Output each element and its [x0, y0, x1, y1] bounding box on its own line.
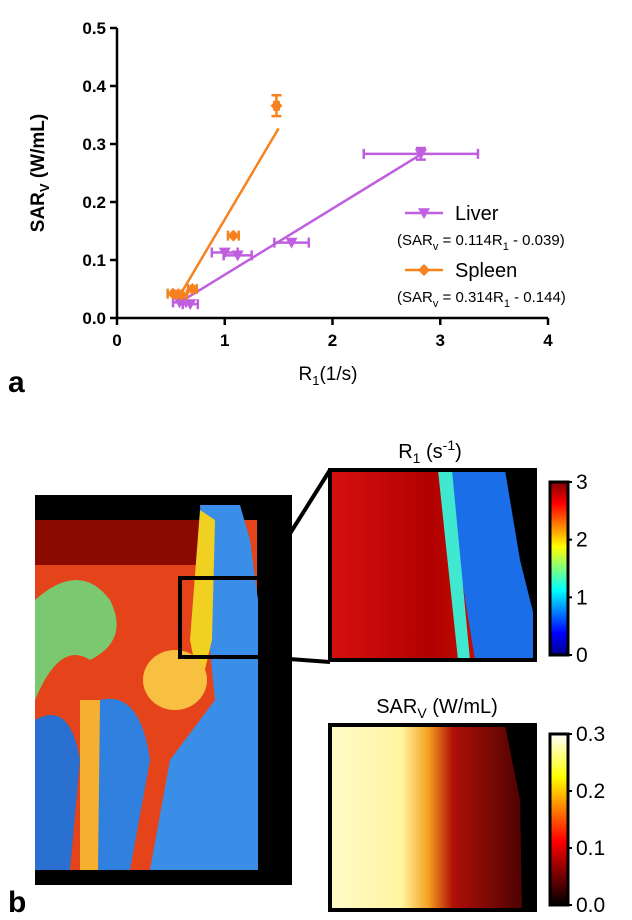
legend-label: Spleen — [455, 260, 517, 282]
label-part: -1 — [443, 437, 456, 453]
label-part: SAR — [28, 192, 49, 232]
label-part: (W/mL) — [427, 696, 498, 718]
legend-equation: (SARv = 0.314R1 - 0.144) — [397, 289, 566, 310]
y-tick-label: 0.3 — [82, 135, 106, 154]
colorbar-tick-label: 1 — [576, 586, 588, 609]
fit-line — [182, 154, 421, 301]
colorbar-tick-label: 0.1 — [576, 837, 605, 860]
label-part: V — [37, 183, 52, 192]
label-part: (SAR — [397, 289, 433, 306]
y-tick-label: 0.2 — [82, 193, 106, 212]
colorbar-title: R1 (s-1) — [398, 437, 462, 466]
label-part: (W/mL) — [28, 114, 49, 184]
colorbar-title: SARV (W/mL) — [376, 696, 498, 721]
label-part: (s — [420, 441, 442, 463]
legend-label: Liver — [455, 203, 499, 225]
colorbar — [550, 482, 568, 655]
label-part: R — [299, 364, 313, 385]
label-part: = 0.314R — [438, 289, 504, 306]
legend-equation: (SARv = 0.114R1 - 0.039) — [397, 232, 565, 253]
label-part: = 0.114R — [438, 232, 503, 249]
legend-marker — [418, 264, 430, 276]
panel-label: a — [8, 366, 25, 399]
panel-label: b — [8, 886, 26, 919]
figure: a b 0.00.10.20.30.40.501234R1(1/s)SARV (… — [0, 0, 632, 920]
colorbar-tick-label: 0.0 — [576, 894, 605, 917]
image-region — [35, 520, 200, 565]
label-part: 1 — [413, 450, 421, 466]
y-tick-label: 0.1 — [82, 251, 106, 270]
colorbar — [550, 734, 568, 905]
x-tick-label: 1 — [220, 331, 229, 350]
label-part: (1/s) — [319, 364, 357, 385]
image-region — [80, 700, 100, 870]
colorbar-tick-label: 0 — [576, 644, 588, 667]
label-part: 1 — [312, 373, 319, 388]
label-part: SAR — [376, 696, 417, 718]
label-part: ) — [455, 441, 462, 463]
y-tick-label: 0.4 — [82, 77, 106, 96]
x-tick-label: 0 — [112, 331, 121, 350]
y-axis-label: SARV (W/mL) — [28, 114, 52, 232]
label-part: - 0.039) — [509, 232, 565, 249]
label-part: (SAR — [397, 232, 433, 249]
panel-b-images — [35, 470, 535, 910]
colorbar-tick-label: 0.3 — [576, 723, 605, 746]
x-tick-label: 3 — [436, 331, 445, 350]
y-tick-label: 0.0 — [82, 309, 106, 328]
y-tick-label: 0.5 — [82, 19, 106, 38]
colorbar-tick-label: 3 — [576, 471, 588, 494]
colorbar-tick-label: 2 — [576, 529, 588, 552]
x-tick-label: 4 — [543, 331, 553, 350]
sar-map — [330, 725, 535, 910]
x-tick-label: 2 — [328, 331, 337, 350]
marker — [270, 100, 282, 112]
label-part: R — [398, 441, 412, 463]
colorbar-tick-label: 0.2 — [576, 780, 605, 803]
label-part: - 0.144) — [510, 289, 566, 306]
x-axis-label: R1(1/s) — [299, 364, 358, 388]
